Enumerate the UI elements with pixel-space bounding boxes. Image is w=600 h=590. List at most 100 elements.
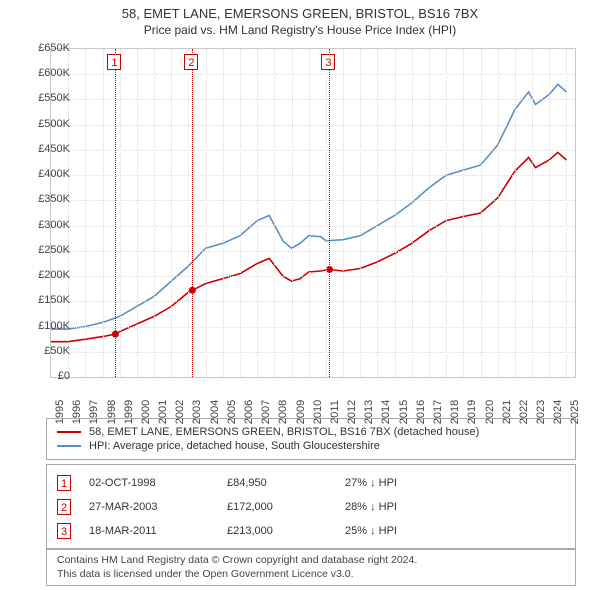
y-axis-label: £150K	[24, 294, 70, 306]
event-badge: 3	[57, 523, 71, 539]
gridline-v	[532, 49, 533, 377]
gridline-v	[326, 49, 327, 377]
y-axis-label: £250K	[24, 244, 70, 256]
x-axis-label: 2010	[312, 400, 324, 424]
gridline-h	[51, 125, 575, 126]
gridline-v	[377, 49, 378, 377]
event-date: 27-MAR-2003	[89, 501, 209, 513]
x-axis-label: 2020	[484, 400, 496, 424]
gridline-h	[51, 276, 575, 277]
legend-item: 58, EMET LANE, EMERSONS GREEN, BRISTOL, …	[57, 425, 565, 439]
gridline-v	[429, 49, 430, 377]
y-axis-label: £450K	[24, 143, 70, 155]
gridline-v	[154, 49, 155, 377]
gridline-h	[51, 301, 575, 302]
chart-container: 58, EMET LANE, EMERSONS GREEN, BRISTOL, …	[0, 0, 600, 590]
gridline-v	[412, 49, 413, 377]
event-row: 318-MAR-2011£213,00025% ↓ HPI	[57, 519, 565, 543]
event-marker-line	[115, 49, 116, 377]
gridline-v	[206, 49, 207, 377]
gridline-v	[446, 49, 447, 377]
event-pct: 28% ↓ HPI	[345, 501, 465, 513]
legend-item: HPI: Average price, detached house, Sout…	[57, 439, 565, 453]
gridline-v	[566, 49, 567, 377]
attribution-line: This data is licensed under the Open Gov…	[57, 567, 565, 581]
event-marker-badge: 3	[321, 54, 335, 70]
x-axis-label: 2001	[157, 400, 169, 424]
x-axis-label: 2014	[380, 400, 392, 424]
gridline-h	[51, 74, 575, 75]
y-axis-label: £600K	[24, 67, 70, 79]
attribution: Contains HM Land Registry data © Crown c…	[46, 548, 576, 586]
gridline-v	[360, 49, 361, 377]
gridline-v	[223, 49, 224, 377]
x-axis-label: 1996	[71, 400, 83, 424]
event-date: 02-OCT-1998	[89, 477, 209, 489]
x-axis-label: 2004	[209, 400, 221, 424]
x-axis-label: 2019	[466, 400, 478, 424]
x-axis-label: 2011	[329, 400, 341, 424]
event-price: £213,000	[227, 525, 327, 537]
gridline-h	[51, 352, 575, 353]
legend: 58, EMET LANE, EMERSONS GREEN, BRISTOL, …	[46, 418, 576, 460]
event-badge: 2	[57, 499, 71, 515]
gridline-v	[171, 49, 172, 377]
gridline-v	[257, 49, 258, 377]
legend-swatch	[57, 431, 81, 433]
y-axis-label: £300K	[24, 219, 70, 231]
gridline-v	[481, 49, 482, 377]
x-axis-label: 2008	[277, 400, 289, 424]
plot-svg	[51, 49, 575, 377]
y-axis-label: £50K	[24, 345, 70, 357]
x-axis-label: 1999	[123, 400, 135, 424]
event-pct: 27% ↓ HPI	[345, 477, 465, 489]
x-axis-label: 2005	[226, 400, 238, 424]
gridline-v	[103, 49, 104, 377]
x-axis-label: 2025	[569, 400, 581, 424]
y-axis-label: £0	[24, 370, 70, 382]
event-badge: 1	[57, 475, 71, 491]
x-axis-label: 2024	[552, 400, 564, 424]
y-axis-label: £100K	[24, 320, 70, 332]
x-axis-label: 2006	[243, 400, 255, 424]
events-table: 1 02-OCT-1998 £84,950 27% ↓ HPI 2 27-MAR-2003…	[46, 464, 576, 550]
x-axis-label: 2013	[363, 400, 375, 424]
y-axis-label: £500K	[24, 118, 70, 130]
legend-swatch	[57, 445, 81, 447]
gridline-h	[51, 200, 575, 201]
gridline-h	[51, 327, 575, 328]
gridline-v	[85, 49, 86, 377]
gridline-h	[51, 251, 575, 252]
event-marker-line	[329, 49, 330, 377]
chart-title: 58, EMET LANE, EMERSONS GREEN, BRISTOL, …	[0, 0, 600, 23]
legend-label: 58, EMET LANE, EMERSONS GREEN, BRISTOL, …	[89, 426, 479, 438]
event-row: 2 27-MAR-2003 £172,000 28% ↓ HPI	[57, 495, 565, 519]
attribution-line: Contains HM Land Registry data © Crown c…	[57, 553, 565, 567]
chart-subtitle: Price paid vs. HM Land Registry's House …	[0, 23, 600, 41]
gridline-v	[498, 49, 499, 377]
x-axis-label: 2018	[449, 400, 461, 424]
gridline-v	[120, 49, 121, 377]
gridline-v	[309, 49, 310, 377]
y-axis-label: £350K	[24, 193, 70, 205]
gridline-v	[463, 49, 464, 377]
gridline-v	[240, 49, 241, 377]
y-axis-label: £550K	[24, 92, 70, 104]
x-axis-label: 1995	[54, 400, 66, 424]
event-price: £84,950	[227, 477, 327, 489]
gridline-h	[51, 226, 575, 227]
gridline-v	[515, 49, 516, 377]
y-axis-label: £400K	[24, 168, 70, 180]
event-date: 18-MAR-2011	[89, 525, 209, 537]
x-axis-label: 2003	[191, 400, 203, 424]
x-axis-label: 2009	[295, 400, 307, 424]
plot-area	[50, 48, 576, 378]
y-axis-label: £200K	[24, 269, 70, 281]
x-axis-label: 1998	[106, 400, 118, 424]
event-marker-line	[192, 49, 193, 377]
event-price: £172,000	[227, 501, 327, 513]
x-axis-label: 1997	[88, 400, 100, 424]
event-marker-badge: 2	[184, 54, 198, 70]
gridline-h	[51, 150, 575, 151]
event-marker-badge: 1	[107, 54, 121, 70]
